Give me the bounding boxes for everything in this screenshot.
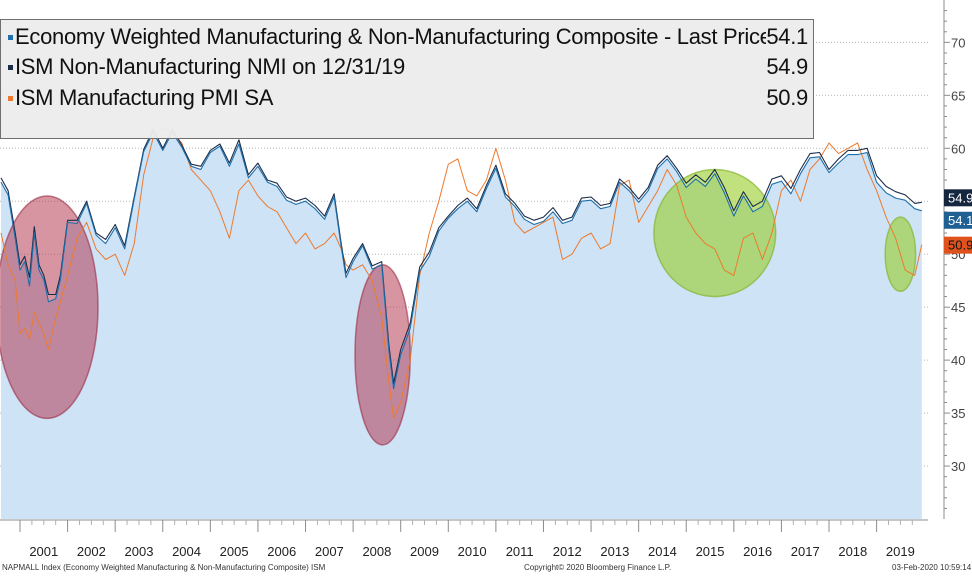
y-tick-label: 40 (951, 353, 965, 368)
legend: Economy Weighted Manufacturing & Non-Man… (0, 19, 814, 139)
y-tick-label: 30 (951, 459, 965, 474)
line-composite (0, 131, 922, 390)
y-axis: 303540455055606570 (943, 0, 965, 519)
last-value-labels: 54.9 54.1 50.9 (944, 189, 972, 254)
last-value-label-bg (944, 189, 972, 207)
legend-value: 54.9 (766, 54, 808, 79)
last-value-label-bg (944, 236, 972, 254)
y-tick-label: 70 (951, 35, 965, 50)
y-tick-label: 60 (951, 141, 965, 156)
legend-value: 54.1 (766, 24, 808, 49)
area-fill-composite (0, 132, 922, 519)
legend-entry-manufacturing: ISM Manufacturing PMI SA 50.9 (8, 83, 808, 113)
x-tick-label: 2007 (315, 544, 344, 559)
line-manufacturing (0, 126, 923, 419)
y-tick-label: 65 (951, 88, 965, 103)
legend-value: 50.9 (766, 85, 808, 110)
series-lines (0, 126, 923, 419)
x-tick-label: 2004 (172, 544, 201, 559)
x-tick-label: 2009 (410, 544, 439, 559)
x-tick-label: 2001 (29, 544, 58, 559)
legend-entry-non-manufacturing: ISM Non-Manufacturing NMI on 12/31/19 54… (8, 52, 808, 82)
last-value-label: 50.9 (944, 236, 972, 254)
x-tick-label: 2017 (791, 544, 820, 559)
x-tick-label: 2012 (553, 544, 582, 559)
y-tick-label: 35 (951, 406, 965, 421)
y-tick-label: 45 (951, 300, 965, 315)
x-tick-label: 2011 (506, 544, 534, 559)
x-tick-label: 2006 (267, 544, 296, 559)
footer-copyright: Copyright© 2020 Bloomberg Finance L.P. (524, 563, 672, 572)
series-area-fill (0, 132, 922, 519)
x-tick-label: 2016 (743, 544, 772, 559)
x-tick-label: 2014 (648, 544, 677, 559)
legend-swatch (8, 95, 13, 101)
x-tick-label: 2003 (125, 544, 154, 559)
annotation-ellipse-red-2 (354, 264, 411, 446)
last-value-label-text: 50.9 (948, 238, 972, 253)
last-value-label: 54.9 (944, 189, 972, 207)
x-tick-label: 2019 (886, 544, 915, 559)
x-tick-label: 2013 (600, 544, 629, 559)
legend-label: Economy Weighted Manufacturing & Non-Man… (15, 24, 767, 49)
last-value-label-bg (944, 211, 972, 229)
footer-source: NAPMALL Index (Economy Weighted Manufact… (2, 563, 326, 572)
legend-swatch (8, 34, 13, 40)
footer-timestamp: 03-Feb-2020 10:59:14 (892, 563, 972, 572)
legend-label: ISM Manufacturing PMI SA (15, 85, 274, 110)
last-value-label: 54.1 (944, 211, 972, 229)
legend-label: ISM Non-Manufacturing NMI on 12/31/19 (15, 54, 405, 79)
x-tick-label: 2008 (362, 544, 391, 559)
x-axis: 2001 2002 2003 2004 2005 2006 2007 2008 2009 2010… (0, 519, 928, 559)
line-non-manufacturing (0, 128, 922, 384)
last-value-label-text: 54.1 (948, 213, 972, 228)
x-tick-label: 2010 (458, 544, 487, 559)
annotation-ellipse-green-3 (653, 168, 777, 298)
legend-entry-composite: Economy Weighted Manufacturing & Non-Man… (8, 22, 808, 52)
x-tick-label: 2002 (77, 544, 106, 559)
last-value-label-text: 54.9 (948, 190, 972, 205)
legend-swatch (8, 64, 13, 70)
x-tick-label: 2015 (696, 544, 725, 559)
x-tick-label: 2018 (838, 544, 867, 559)
x-tick-label: 2005 (220, 544, 249, 559)
